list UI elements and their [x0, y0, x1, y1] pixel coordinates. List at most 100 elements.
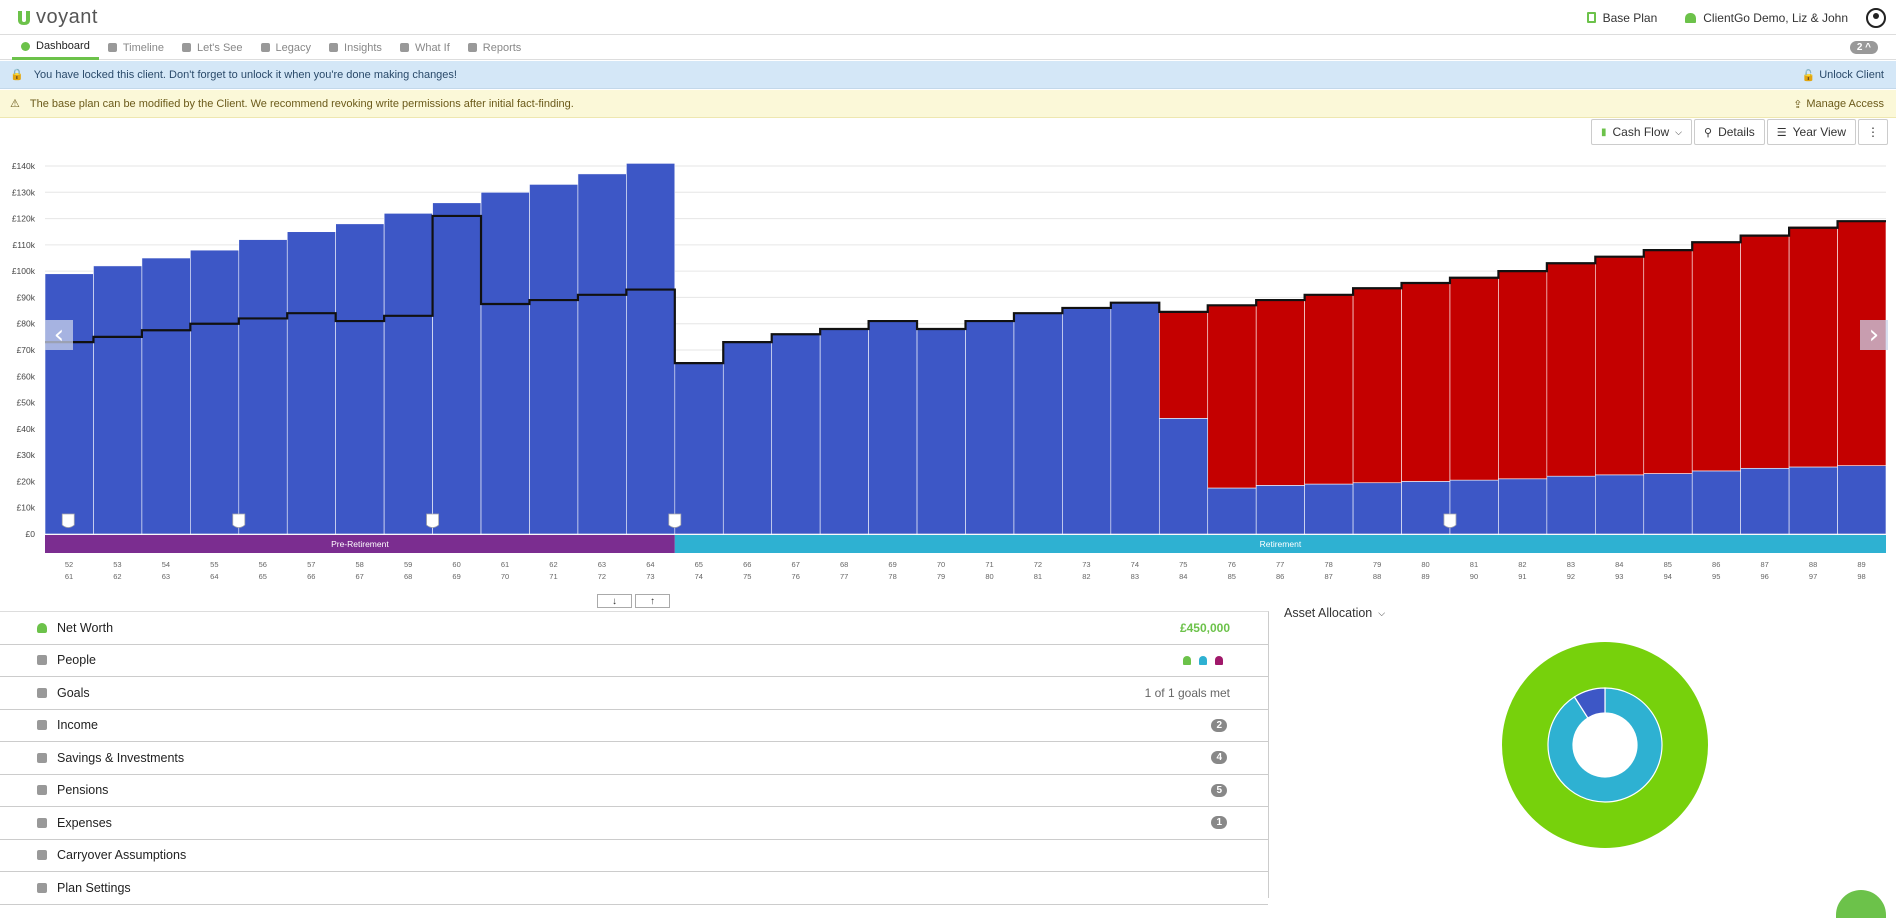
bar-income[interactable]: [141, 257, 191, 535]
tab-what-if[interactable]: What If: [391, 36, 459, 60]
tab-legacy[interactable]: Legacy: [252, 36, 320, 60]
bar-shortfall[interactable]: [1304, 294, 1354, 485]
bar-shortfall[interactable]: [1352, 287, 1402, 484]
bar-income[interactable]: [1449, 479, 1499, 535]
section-expenses[interactable]: Expenses 1: [0, 807, 1268, 840]
bar-income[interactable]: [1352, 482, 1402, 535]
bar-income[interactable]: [286, 231, 336, 535]
bar-income[interactable]: [577, 173, 627, 535]
bar-income[interactable]: [1595, 474, 1645, 535]
section-income[interactable]: Income 2: [0, 710, 1268, 742]
bar-income[interactable]: [383, 213, 433, 535]
user-avatar-icon[interactable]: [1866, 7, 1886, 28]
collapse-down-button[interactable]: ↓: [597, 594, 632, 608]
lock-icon: 🔒: [10, 69, 24, 81]
bar-income[interactable]: [1304, 483, 1354, 535]
bar-income[interactable]: [1837, 465, 1887, 535]
client-selector[interactable]: ClientGo Demo, Liz & John: [1671, 11, 1862, 25]
tab-timeline[interactable]: Timeline: [99, 36, 173, 60]
allocation-inner-segment[interactable]: [1547, 687, 1663, 803]
milestone-marker-icon[interactable]: [232, 513, 246, 528]
bar-shortfall[interactable]: [1498, 270, 1548, 480]
bar-income[interactable]: [1110, 302, 1160, 535]
tab-dashboard[interactable]: Dashboard: [12, 36, 99, 60]
bar-income[interactable]: [529, 184, 579, 535]
tab-let-s-see[interactable]: Let's See: [173, 36, 252, 60]
bar-income[interactable]: [1255, 485, 1305, 535]
bar-income[interactable]: [868, 320, 918, 535]
section-carryover-assumptions[interactable]: Carryover Assumptions: [0, 840, 1268, 872]
person-icon[interactable]: [1183, 655, 1191, 665]
bar-income[interactable]: [1788, 466, 1838, 535]
section-pensions[interactable]: Pensions 5: [0, 775, 1268, 807]
bar-income[interactable]: [1207, 487, 1257, 535]
bar-shortfall[interactable]: [1643, 249, 1693, 474]
bar-income[interactable]: [190, 249, 240, 535]
bar-shortfall[interactable]: [1207, 305, 1257, 489]
allocation-outer-segment[interactable]: [1502, 642, 1708, 848]
manage-access-button[interactable]: ⇪ Manage Access: [1793, 90, 1884, 118]
section-savings-investments[interactable]: Savings & Investments 4: [0, 742, 1268, 775]
more-options-button[interactable]: ⋮: [1858, 119, 1888, 145]
x-tick-label-primary: 88: [1809, 560, 1817, 569]
milestone-marker-icon[interactable]: [1443, 513, 1457, 528]
cash-flow-dropdown[interactable]: ▮ Cash Flow ⌵: [1590, 119, 1692, 145]
x-tick-label-primary: 81: [1470, 560, 1478, 569]
milestone-marker-icon[interactable]: [426, 513, 439, 528]
bar-income[interactable]: [44, 273, 94, 535]
bar-income[interactable]: [916, 328, 966, 535]
year-view-button[interactable]: ☰ Year View: [1766, 119, 1856, 145]
section-plan-settings[interactable]: Plan Settings: [0, 872, 1268, 905]
section-people[interactable]: People: [0, 645, 1268, 677]
bar-income[interactable]: [1062, 307, 1112, 535]
bar-shortfall[interactable]: [1401, 282, 1451, 482]
unlock-client-button[interactable]: 🔓 Unlock Client: [1801, 61, 1884, 89]
bar-income[interactable]: [1740, 467, 1790, 535]
bar-shortfall[interactable]: [1158, 311, 1209, 419]
chart-next-arrow-icon[interactable]: [1860, 320, 1888, 350]
bar-income[interactable]: [965, 320, 1015, 535]
milestone-marker-icon[interactable]: [61, 513, 75, 528]
tab-insights[interactable]: Insights: [320, 36, 391, 60]
bar-income[interactable]: [1013, 312, 1063, 535]
bar-income[interactable]: [93, 265, 143, 535]
milestone-marker-icon[interactable]: [668, 513, 682, 528]
asset-allocation-dropdown[interactable]: Asset Allocation ⌵: [1284, 606, 1385, 620]
person-icon[interactable]: [1199, 655, 1207, 665]
section-net-worth[interactable]: Net Worth £450,000: [0, 612, 1268, 645]
person-icon[interactable]: [1215, 655, 1223, 665]
bar-shortfall[interactable]: [1255, 299, 1305, 486]
base-plan-button[interactable]: Base Plan: [1573, 11, 1672, 25]
bar-income[interactable]: [771, 333, 821, 535]
bar-income[interactable]: [1158, 418, 1209, 535]
details-button[interactable]: ⚲ Details: [1694, 119, 1765, 145]
bar-shortfall[interactable]: [1788, 226, 1838, 468]
bar-shortfall[interactable]: [1691, 241, 1741, 472]
bar-income[interactable]: [1498, 478, 1548, 535]
bar-shortfall[interactable]: [1546, 262, 1596, 477]
bar-shortfall[interactable]: [1740, 234, 1790, 469]
bar-income[interactable]: [674, 362, 724, 535]
bar-income[interactable]: [1546, 475, 1596, 535]
section-goals[interactable]: Goals 1 of 1 goals met: [0, 677, 1268, 710]
bar-income[interactable]: [238, 239, 288, 535]
bar-income[interactable]: [626, 163, 676, 535]
chart-prev-arrow-icon[interactable]: [45, 320, 73, 350]
tab-reports[interactable]: Reports: [459, 36, 531, 60]
bar-income[interactable]: [722, 341, 773, 535]
bar-income[interactable]: [432, 202, 482, 535]
allocation-inner-segment[interactable]: [1573, 687, 1606, 719]
bar-shortfall[interactable]: [1595, 256, 1645, 476]
bar-income[interactable]: [1691, 470, 1741, 535]
bar-income[interactable]: [1643, 473, 1693, 535]
bar-income[interactable]: [1401, 481, 1451, 535]
expand-up-button[interactable]: ↑: [635, 594, 670, 608]
bar-income[interactable]: [335, 223, 385, 535]
nav-collapse-badge[interactable]: 2 ^: [1849, 41, 1878, 54]
bar-shortfall[interactable]: [1449, 277, 1499, 481]
bar-income[interactable]: [480, 191, 530, 535]
y-tick-label: £50k: [17, 398, 36, 408]
x-tick-label-primary: 85: [1664, 560, 1672, 569]
voyant-logo[interactable]: voyant: [16, 6, 98, 29]
bar-income[interactable]: [819, 328, 869, 535]
